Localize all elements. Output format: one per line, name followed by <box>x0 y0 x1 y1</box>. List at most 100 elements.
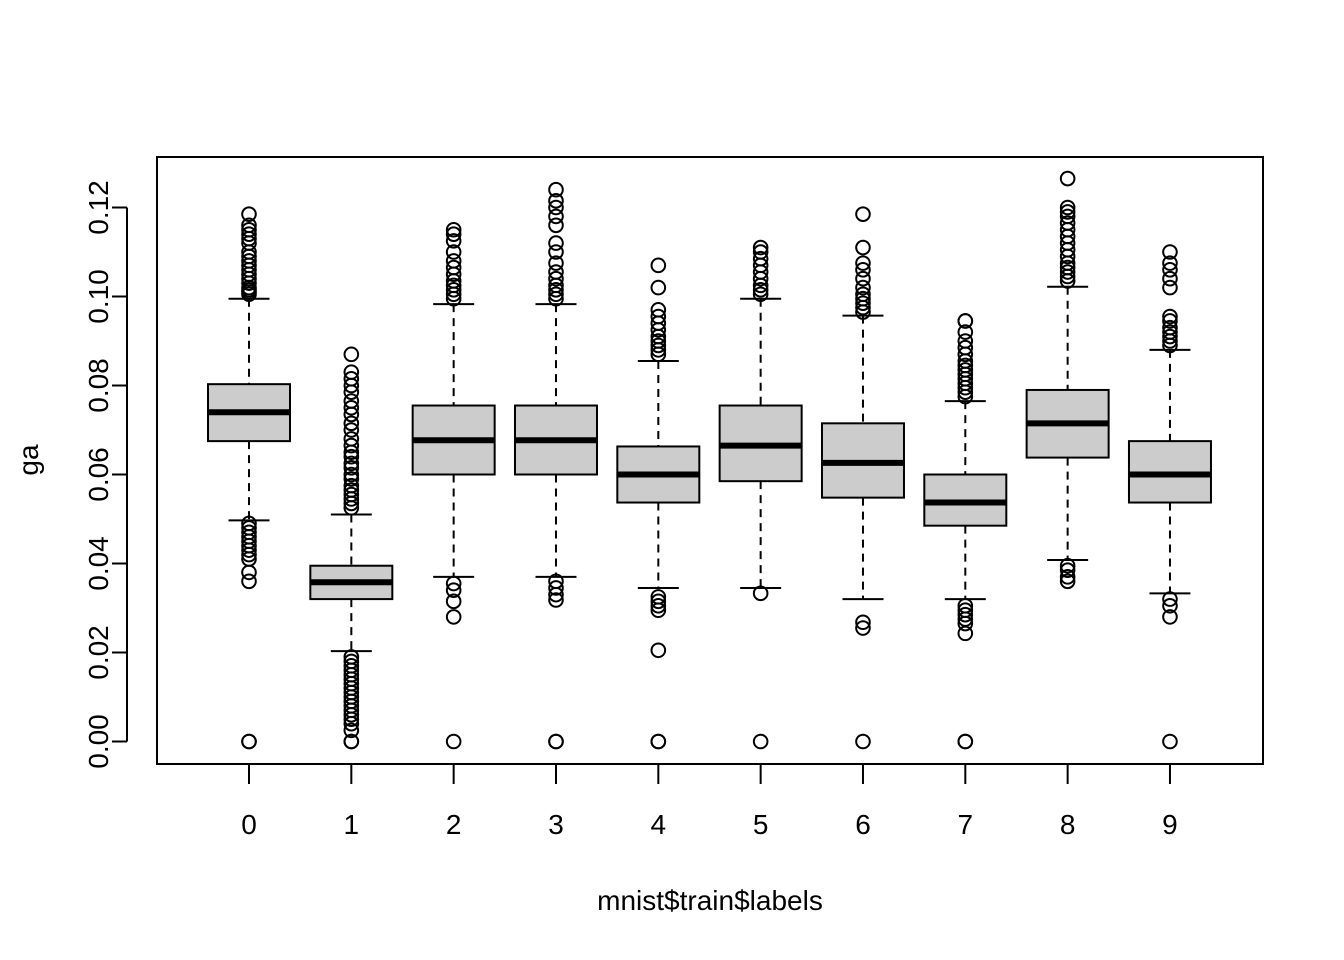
outlier-point <box>548 199 564 216</box>
outlier-point <box>855 733 871 750</box>
box-group-9 <box>1127 244 1212 750</box>
outlier-point <box>855 286 871 303</box>
outlier-point <box>445 233 462 249</box>
outlier-point <box>445 609 462 625</box>
outlier-point <box>1162 324 1178 340</box>
outlier-point <box>241 573 257 590</box>
outlier-point <box>343 455 360 472</box>
y-tick-label: 0.04 <box>83 536 114 591</box>
outlier-point <box>650 308 667 325</box>
outlier-point <box>855 295 871 311</box>
outlier-point <box>752 244 769 260</box>
outlier-point <box>1059 264 1076 280</box>
outlier-point <box>343 415 360 432</box>
x-tick-label: 4 <box>651 809 667 840</box>
outlier-point <box>1059 569 1076 585</box>
box-group-1 <box>309 346 394 750</box>
outlier-point <box>1162 609 1178 625</box>
box-group-5 <box>718 239 803 750</box>
x-tick-label: 6 <box>855 809 871 840</box>
outlier-point <box>1059 215 1076 231</box>
outlier-point <box>548 208 564 225</box>
outlier-point <box>241 564 257 581</box>
box-group-2 <box>411 221 496 750</box>
outlier-point <box>1059 170 1076 187</box>
y-axis-label: ga <box>13 444 44 476</box>
y-tick-label: 0.10 <box>83 269 114 324</box>
box-group-6 <box>820 206 905 750</box>
outlier-point <box>241 206 257 222</box>
outlier-point <box>548 217 564 234</box>
outlier-point <box>957 339 974 356</box>
outlier-point <box>343 722 360 739</box>
outlier-point <box>343 371 360 387</box>
outlier-point <box>650 302 667 318</box>
outlier-point <box>957 733 974 750</box>
outlier-point <box>855 262 871 278</box>
outlier-point <box>650 257 667 274</box>
outlier-point <box>343 653 360 670</box>
outlier-point <box>650 279 667 296</box>
outlier-point <box>1059 562 1076 578</box>
outlier-point <box>752 733 769 750</box>
outlier-point <box>241 217 257 234</box>
outlier-point <box>752 239 769 256</box>
outlier-point <box>241 520 257 536</box>
box-groups <box>207 170 1212 750</box>
outlier-point <box>343 658 360 674</box>
outlier-point <box>1059 573 1076 590</box>
y-tick-label: 0.06 <box>83 447 114 502</box>
outlier-point <box>241 226 257 242</box>
outlier-point <box>855 270 871 287</box>
outlier-point <box>1162 313 1178 329</box>
outlier-point <box>1162 270 1178 287</box>
outlier-point <box>855 206 871 222</box>
outlier-point <box>548 573 564 590</box>
outlier-point <box>650 733 667 750</box>
outlier-point <box>343 460 360 476</box>
outlier-point <box>957 333 974 349</box>
outlier-point <box>855 290 871 307</box>
outlier-point <box>343 466 360 483</box>
outlier-point <box>445 582 462 599</box>
plot-frame <box>156 156 1264 765</box>
outlier-point <box>1059 557 1076 574</box>
outlier-point <box>1162 262 1178 278</box>
y-tick-label: 0.12 <box>83 180 114 235</box>
outlier-point <box>855 620 871 636</box>
outlier-point <box>1162 328 1178 345</box>
outlier-point <box>445 253 462 269</box>
outlier-point <box>1059 199 1076 216</box>
outlier-point <box>855 614 871 631</box>
x-tick-label: 5 <box>753 809 769 840</box>
x-tick-label: 1 <box>344 809 360 840</box>
outlier-point <box>855 255 871 271</box>
outlier-point <box>445 244 462 260</box>
outlier-point <box>1162 279 1178 296</box>
outlier-point <box>548 733 564 750</box>
outlier-point <box>957 602 974 619</box>
outlier-point <box>650 337 667 354</box>
outlier-point <box>957 313 974 329</box>
outlier-point <box>548 244 564 260</box>
outlier-point <box>343 364 360 380</box>
x-tick-label: 3 <box>548 809 564 840</box>
outlier-point <box>445 733 462 750</box>
box-group-4 <box>616 257 701 750</box>
outlier-point <box>548 282 564 298</box>
outlier-point <box>1162 308 1178 325</box>
outlier-point <box>650 597 667 614</box>
outlier-point <box>957 597 974 614</box>
outlier-point <box>343 393 360 409</box>
outlier-point <box>241 221 257 238</box>
outlier-point <box>548 235 564 251</box>
outlier-point <box>343 733 360 750</box>
outlier-point <box>445 221 462 238</box>
outlier-point <box>241 253 257 269</box>
box-group-0 <box>207 206 291 750</box>
outlier-point <box>445 575 462 592</box>
y-tick-label: 0.08 <box>83 358 114 413</box>
outlier-point <box>241 515 257 532</box>
outlier-point <box>650 589 667 605</box>
